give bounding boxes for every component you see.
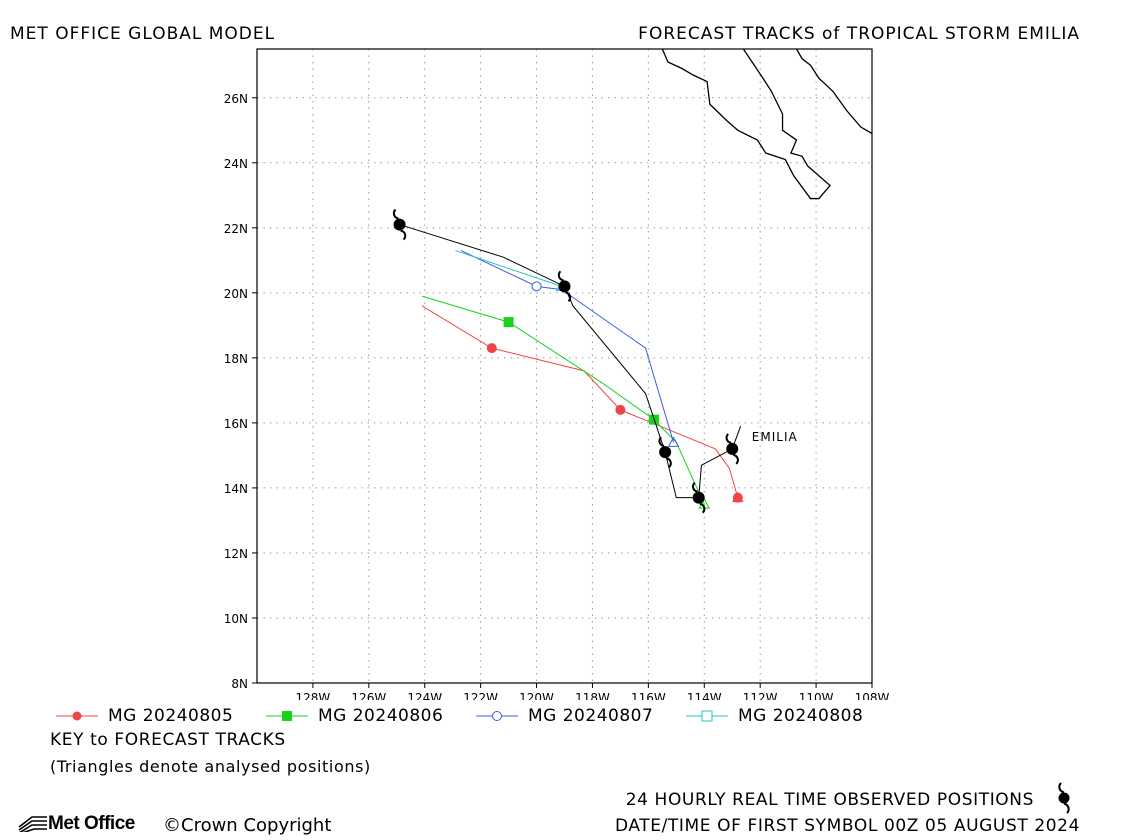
legend-label: MG 20240806 xyxy=(318,706,444,726)
met-office-logo-icon xyxy=(18,816,47,834)
storm-symbol-icon xyxy=(658,436,672,468)
track-point xyxy=(732,492,743,503)
y-tick-label: 16N xyxy=(224,417,248,431)
coastline-segment xyxy=(795,49,872,135)
x-tick-label: 110W xyxy=(799,691,834,700)
forecast-tracks xyxy=(421,250,744,509)
x-tick-label: 120W xyxy=(519,691,554,700)
track-point xyxy=(486,343,497,354)
track-point xyxy=(615,404,626,415)
storm-symbol-icon xyxy=(725,433,739,465)
met-office-logo: Met Office xyxy=(18,813,135,835)
storm-symbol-arm xyxy=(658,436,665,448)
track-point xyxy=(531,281,542,292)
first-symbol-date: DATE/TIME OF FIRST SYMBOL 00Z 05 AUGUST … xyxy=(614,816,1080,836)
storm-symbol-icon xyxy=(557,270,572,303)
track-map: 128W 126W 124W 122W 120W 118W 116W 114W 112W 110W… xyxy=(224,48,890,700)
storm-symbol-core xyxy=(692,491,705,504)
storm-label: EMILIA xyxy=(752,430,798,444)
logo-text: Met Office xyxy=(48,813,135,834)
copyright-notice: ©Crown Copyright xyxy=(163,815,332,836)
legend-label: MG 20240808 xyxy=(738,706,864,726)
analysed-position-triangle xyxy=(667,436,680,447)
x-tick-label: 124W xyxy=(407,691,442,700)
storm-symbol-core xyxy=(393,218,406,231)
storm-symbol-core xyxy=(726,442,739,455)
legend-item-mg-20240807: MG 20240807 xyxy=(476,706,653,726)
map-frame xyxy=(256,48,873,684)
observed-track xyxy=(392,208,742,514)
storm-symbol-arm xyxy=(400,229,407,241)
storm-symbol-icon xyxy=(1058,782,1070,814)
storm-symbol-arm xyxy=(725,433,732,444)
storm-symbol-arm xyxy=(692,481,698,493)
storm-symbol-arm xyxy=(392,208,399,220)
x-tick-label: 128W xyxy=(296,691,331,700)
observed-track-line xyxy=(399,224,742,499)
forecast-track-line xyxy=(421,305,739,498)
key-title: KEY to FORECAST TRACKS xyxy=(50,730,286,750)
storm-symbol-core xyxy=(659,446,672,459)
x-tick-label: 126W xyxy=(351,691,386,700)
forecast-track-line xyxy=(455,250,562,287)
storm-symbol-arm xyxy=(665,457,672,468)
y-tick-label: 22N xyxy=(224,222,248,236)
x-tick-label: 122W xyxy=(463,691,498,700)
y-tick-label: 8N xyxy=(231,677,248,691)
coastline-segment xyxy=(661,49,831,200)
y-tick-label: 20N xyxy=(224,287,248,301)
storm-symbol-core xyxy=(558,280,571,293)
storm-symbol-arm xyxy=(557,270,564,282)
x-tick-label: 118W xyxy=(575,691,610,700)
storm-symbol-arm xyxy=(565,291,572,303)
left-title: MET OFFICE GLOBAL MODEL xyxy=(10,24,276,44)
y-tick-label: 18N xyxy=(224,352,248,366)
storm-symbol-arm xyxy=(699,502,706,514)
legend-item-mg-20240808: MG 20240808 xyxy=(686,706,863,726)
chart-title: FORECAST TRACKS of TROPICAL STORM EMILIA xyxy=(638,24,1080,44)
x-tick-label: 114W xyxy=(687,691,722,700)
axis-labels: 128W 126W 124W 122W 120W 118W 116W 114W 112W 110W… xyxy=(224,92,890,700)
storm-symbol-icon xyxy=(392,208,407,241)
y-tick-label: 14N xyxy=(224,482,248,496)
legend-label: MG 20240805 xyxy=(108,706,234,726)
y-tick-label: 24N xyxy=(224,157,248,171)
y-tick-label: 26N xyxy=(224,92,248,106)
storm-symbol-icon xyxy=(692,481,706,514)
x-tick-label: 112W xyxy=(743,691,778,700)
x-tick-label: 116W xyxy=(631,691,666,700)
legend-item-mg-20240805: MG 20240805 xyxy=(56,706,233,726)
forecast-track-line xyxy=(421,295,705,505)
key-note: (Triangles denote analysed positions) xyxy=(50,757,371,776)
observed-positions-label: 24 HOURLY REAL TIME OBSERVED POSITIONS xyxy=(625,790,1034,810)
track-point xyxy=(503,317,514,328)
legend-label: MG 20240807 xyxy=(528,706,654,726)
coastline xyxy=(661,49,872,200)
legend-item-mg-20240806: MG 20240806 xyxy=(266,706,443,726)
x-tick-label: 108W xyxy=(855,691,890,700)
y-tick-label: 10N xyxy=(224,612,248,626)
y-tick-label: 12N xyxy=(224,547,248,561)
storm-symbol-arm xyxy=(732,453,739,465)
